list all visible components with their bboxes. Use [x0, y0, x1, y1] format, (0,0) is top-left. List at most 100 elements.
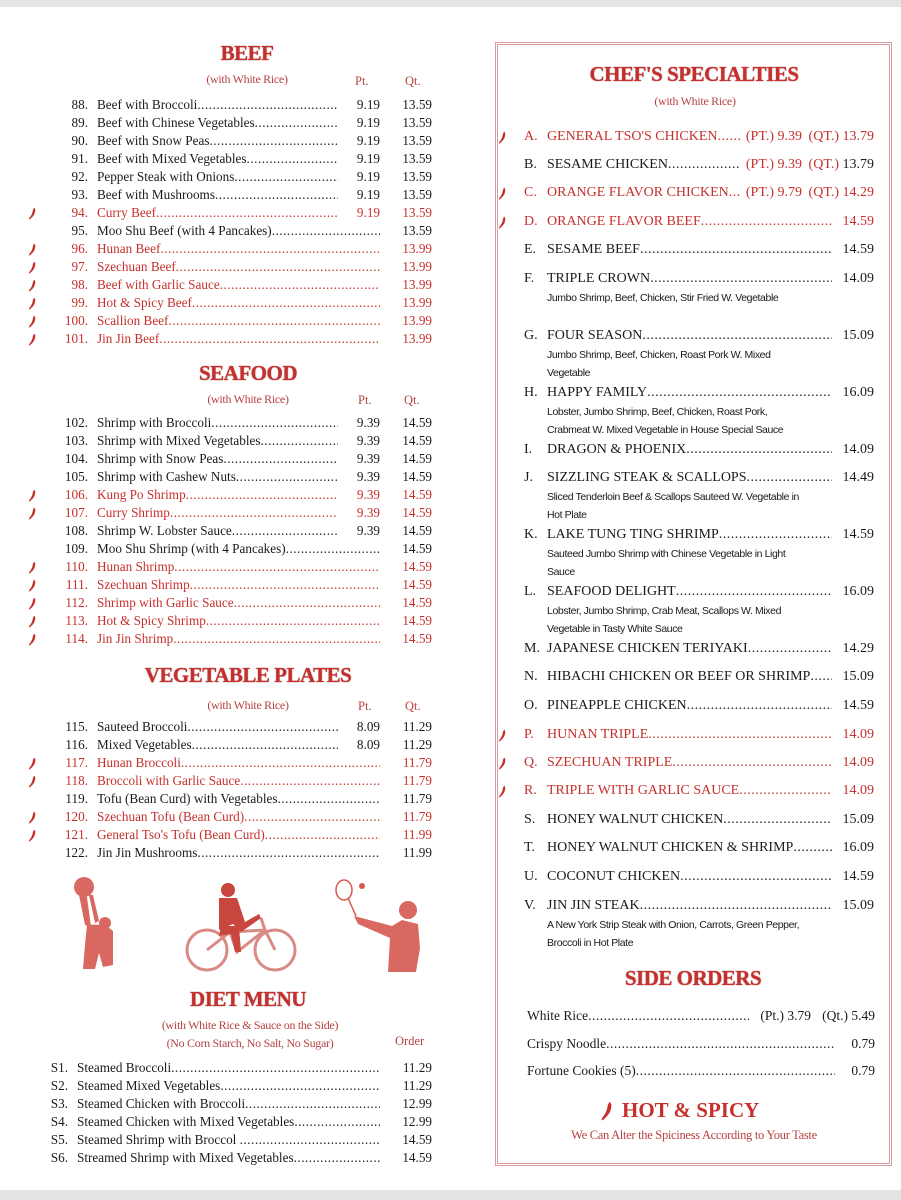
menu-item[interactable]: 106. Kung Po Shrimp 9.39 14.59: [28, 486, 432, 504]
specialty-item[interactable]: T. HONEY WALNUT CHICKEN & SHRIMP 16.09: [498, 838, 874, 858]
item-price-quart: 13.59: [402, 187, 432, 202]
diet-list: S1. Steamed Broccoli 11.29 S2. Steamed Mixed…: [8, 1059, 432, 1167]
specialty-item[interactable]: G. FOUR SEASON 15.09 Jumbo Shrimp, Beef, Ch…: [498, 326, 874, 382]
specialty-letter: B.: [524, 157, 537, 172]
specialty-item[interactable]: P. HUNAN TRIPLE 14.09: [498, 725, 874, 745]
menu-item[interactable]: 110. Hunan Shrimp 14.59: [28, 558, 432, 576]
specialty-letter: C.: [524, 185, 537, 200]
side-order-item[interactable]: White Rice (Pt.) 3.79 (Qt.) 5.49: [527, 1006, 875, 1026]
menu-item[interactable]: 105. Shrimp with Cashew Nuts 9.39 14.59: [28, 468, 432, 486]
item-number: 107.: [64, 505, 88, 520]
menu-item[interactable]: S1. Steamed Broccoli 11.29: [8, 1059, 432, 1077]
menu-item[interactable]: 93. Beef with Mushrooms 9.19 13.59: [28, 186, 432, 204]
menu-item[interactable]: 122. Jin Jin Mushrooms 11.99: [28, 844, 432, 862]
specialty-item[interactable]: J. SIZZLING STEAK & SCALLOPS 14.49 Sliced T…: [498, 468, 874, 524]
specialty-item[interactable]: L. SEAFOOD DELIGHT 16.09 Lobster, Jumbo Shr…: [498, 582, 874, 638]
menu-item[interactable]: 92. Pepper Steak with Onions 9.19 13.59: [28, 168, 432, 186]
specialty-item[interactable]: I. DRAGON & PHOENIX 14.09: [498, 440, 874, 460]
menu-item[interactable]: 90. Beef with Snow Peas 9.19 13.59: [28, 132, 432, 150]
menu-item[interactable]: 109. Moo Shu Shrimp (with 4 Pancakes) 14.5…: [28, 540, 432, 558]
menu-item[interactable]: 104. Shrimp with Snow Peas 9.39 14.59: [28, 450, 432, 468]
item-price-pint: 9.39: [356, 433, 380, 448]
menu-item[interactable]: S3. Steamed Chicken with Broccoli 12.99: [8, 1095, 432, 1113]
specialty-item[interactable]: R. TRIPLE WITH GARLIC SAUCE 14.09: [498, 781, 874, 801]
specialty-item[interactable]: B.SESAME CHICKEN(PT.) 9.39(QT.) 13.79: [498, 155, 874, 175]
specialty-description: Vegetable: [547, 367, 591, 379]
specialty-item[interactable]: O. PINEAPPLE CHICKEN 14.59: [498, 696, 874, 716]
chili-spacer: [498, 525, 524, 545]
specialty-item[interactable]: S. HONEY WALNUT CHICKEN 15.09: [498, 810, 874, 830]
menu-item[interactable]: 95. Moo Shu Beef (with 4 Pancakes) 13.59: [28, 222, 432, 240]
menu-item[interactable]: S4. Steamed Chicken with Mixed Vegetables…: [8, 1113, 432, 1131]
side-order-item[interactable]: Fortune Cookies (5) 0.79: [527, 1061, 875, 1081]
specialty-item[interactable]: F. TRIPLE CROWN 14.09 Jumbo Shrimp, Beef, C…: [498, 269, 874, 307]
item-price-quart: 11.29: [402, 719, 432, 734]
menu-item[interactable]: 91. Beef with Mixed Vegetables 9.19 13.59: [28, 150, 432, 168]
chili-spacer: [28, 522, 48, 540]
specialty-item[interactable]: V. JIN JIN STEAK 15.09 A New York Strip Ste…: [498, 896, 874, 952]
chili-pepper-icon: [28, 276, 48, 294]
item-price-quart: 13.59: [402, 133, 432, 148]
menu-item[interactable]: 107. Curry Shrimp 9.39 14.59: [28, 504, 432, 522]
item-name: Steamed Shrimp with Broccol: [77, 1131, 380, 1149]
menu-item[interactable]: 103. Shrimp with Mixed Vegetables 9.39 14.5…: [28, 432, 432, 450]
menu-item[interactable]: 88. Beef with Broccoli 9.19 13.59: [28, 96, 432, 114]
item-price-quart: 14.59: [402, 505, 432, 520]
menu-item[interactable]: 120. Szechuan Tofu (Bean Curd) 11.79: [28, 808, 432, 826]
chili-pepper-icon: [28, 754, 48, 772]
chili-spacer: [8, 1059, 28, 1077]
menu-item[interactable]: 100. Scallion Beef 13.99: [28, 312, 432, 330]
specialty-item[interactable]: C.ORANGE FLAVOR CHICKEN(PT.) 9.79(QT.) 1…: [498, 183, 874, 203]
menu-item[interactable]: 117. Hunan Broccoli 11.79: [28, 754, 432, 772]
specialty-price: 14.59: [842, 242, 875, 257]
menu-item[interactable]: 94. Curry Beef 9.19 13.59: [28, 204, 432, 222]
side-order-name: White Rice: [527, 1006, 749, 1026]
menu-item[interactable]: 119. Tofu (Bean Curd) with Vegetables 11.7…: [28, 790, 432, 808]
menu-item[interactable]: 108. Shrimp W. Lobster Sauce 9.39 14.59: [28, 522, 432, 540]
item-number: 91.: [71, 151, 88, 166]
specialty-item[interactable]: E. SESAME BEEF 14.59: [498, 240, 874, 260]
quart-price: 13.79: [842, 157, 875, 172]
specialty-item[interactable]: Q. SZECHUAN TRIPLE 14.09: [498, 753, 874, 773]
chili-spacer: [28, 96, 48, 114]
chili-spacer: [28, 468, 48, 486]
menu-item[interactable]: 101. Jin Jin Beef 13.99: [28, 330, 432, 348]
item-price-pint: 8.09: [356, 737, 380, 752]
side-order-item[interactable]: Crispy Noodle 0.79: [527, 1034, 875, 1054]
menu-item[interactable]: 115. Sauteed Broccoli 8.09 11.29: [28, 718, 432, 736]
menu-item[interactable]: 99. Hot & Spicy Beef 13.99: [28, 294, 432, 312]
specialty-description: Jumbo Shrimp, Beef, Chicken, Stir Fried …: [547, 292, 779, 304]
chef-title: CHEF'S SPECIALTIES: [589, 62, 799, 86]
menu-item[interactable]: S2. Steamed Mixed Vegetables 11.29: [8, 1077, 432, 1095]
menu-item[interactable]: 98. Beef with Garlic Sauce 13.99: [28, 276, 432, 294]
item-name: Beef with Broccoli: [97, 96, 338, 114]
menu-item[interactable]: 96. Hunan Beef 13.99: [28, 240, 432, 258]
chili-pepper-icon: [28, 576, 48, 594]
menu-item[interactable]: 116. Mixed Vegetables 8.09 11.29: [28, 736, 432, 754]
menu-item[interactable]: 89. Beef with Chinese Vegetables 9.19 13.59: [28, 114, 432, 132]
badminton-player-illustration: [335, 879, 420, 972]
specialty-item[interactable]: K. LAKE TUNG TING SHRIMP 14.59 Sauteed Jumb…: [498, 525, 874, 581]
specialty-item[interactable]: A.GENERAL TSO'S CHICKEN(PT.) 9.39(QT.) 1…: [498, 127, 874, 147]
menu-item[interactable]: 111. Szechuan Shrimp 14.59: [28, 576, 432, 594]
specialty-item[interactable]: H. HAPPY FAMILY 16.09 Lobster, Jumbo Shrimp…: [498, 383, 874, 439]
menu-item[interactable]: 112. Shrimp with Garlic Sauce 14.59: [28, 594, 432, 612]
menu-item[interactable]: 121. General Tso's Tofu (Bean Curd) 11.99: [28, 826, 432, 844]
item-price-pint: 9.39: [356, 505, 380, 520]
specialty-name: JAPANESE CHICKEN TERIYAKI: [547, 639, 832, 659]
specialty-description: Hot Plate: [547, 509, 587, 521]
menu-item[interactable]: S6. Streamed Shrimp with Mixed Vegetables…: [8, 1149, 432, 1167]
menu-item[interactable]: 102. Shrimp with Broccoli 9.39 14.59: [28, 414, 432, 432]
menu-item[interactable]: 118. Broccoli with Garlic Sauce 11.79: [28, 772, 432, 790]
menu-item[interactable]: 113. Hot & Spicy Shrimp 14.59: [28, 612, 432, 630]
specialty-item[interactable]: N. HIBACHI CHICKEN OR BEEF OR SHRIMP 15.09: [498, 667, 874, 687]
item-name: General Tso's Tofu (Bean Curd): [97, 826, 380, 844]
menu-item[interactable]: 97. Szechuan Beef 13.99: [28, 258, 432, 276]
item-number: S2.: [50, 1078, 68, 1093]
menu-item[interactable]: 114. Jin Jin Shrimp 14.59: [28, 630, 432, 648]
specialty-price: 14.29: [842, 641, 875, 656]
specialty-item[interactable]: U. COCONUT CHICKEN 14.59: [498, 867, 874, 887]
specialty-item[interactable]: M. JAPANESE CHICKEN TERIYAKI 14.29: [498, 639, 874, 659]
specialty-item[interactable]: D. ORANGE FLAVOR BEEF 14.59: [498, 212, 874, 232]
menu-item[interactable]: S5. Steamed Shrimp with Broccol 14.59: [8, 1131, 432, 1149]
